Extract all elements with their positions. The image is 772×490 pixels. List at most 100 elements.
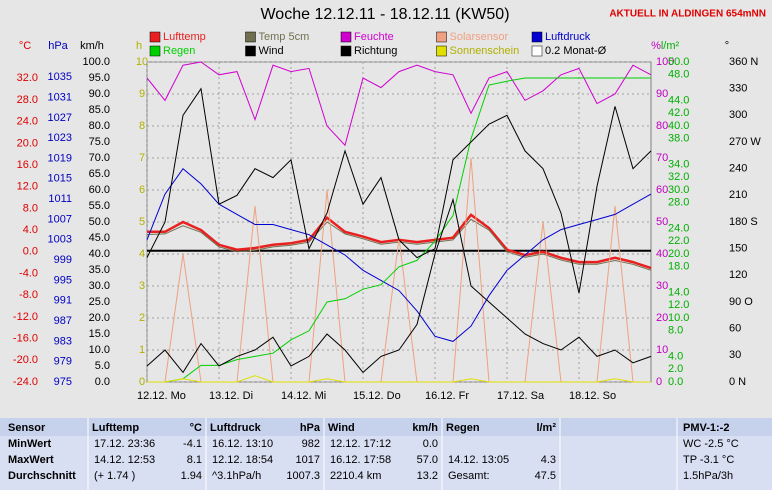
cell-detail: 14.12. 13:05 (448, 454, 509, 466)
cell-detail: 2210.4 km (330, 470, 381, 482)
y-tick-label: 10 (656, 344, 668, 356)
legend-label: Regen (163, 45, 195, 57)
y-tick-label: 4.0 (668, 350, 683, 362)
y-tick-label: 40.0 (89, 248, 110, 260)
legend-label: 0.2 Monat-Ø (545, 45, 607, 57)
y-tick-label: 48.0 (668, 69, 689, 81)
y-tick-label: 30.0 (668, 184, 689, 196)
y-tick-label: 90 (656, 88, 668, 100)
y-tick-label: 150 (729, 243, 747, 255)
cell-value: -4.1 (183, 438, 202, 450)
y-tick-label: 10 (136, 56, 148, 68)
cell-value: 8.1 (187, 454, 202, 466)
cell-value: 1017 (296, 454, 320, 466)
y-tick-label: 995 (54, 274, 72, 286)
chart-title: Woche 12.12.11 - 18.12.11 (KW50) (260, 6, 509, 23)
y-tick-label: 1023 (48, 132, 72, 144)
row-label: MinWert (8, 438, 52, 450)
legend-swatch (340, 45, 352, 57)
cell-detail: (+ 1.74 ) (94, 470, 135, 482)
y-tick-label: 979 (54, 356, 72, 368)
y-tick-label: 1031 (48, 91, 72, 103)
legend-swatch (531, 45, 543, 57)
y-tick-label: -20.0 (13, 354, 38, 366)
cell-detail: 14.12. 12:53 (94, 454, 155, 466)
y-tick-label: 100 (656, 56, 674, 68)
y-tick-label: 65.0 (89, 168, 110, 180)
cell-detail: 12.12. 18:54 (212, 454, 273, 466)
y-tick-label: 270 W (729, 136, 761, 148)
y-tick-label: 38.0 (668, 133, 689, 145)
y-tick-label: 300 (729, 109, 747, 121)
y-tick-label: 50.0 (89, 216, 110, 228)
axis-header: l/m² (661, 40, 680, 52)
y-tick-label: 40.0 (668, 120, 689, 132)
legend-swatch (340, 31, 352, 43)
cell-detail: ^3.1hPa/h (212, 470, 261, 482)
y-tick-label: 6 (139, 184, 145, 196)
cell-value: 4.3 (541, 454, 556, 466)
y-tick-label: 60.0 (89, 184, 110, 196)
x-tick-label: 16.12. Fr (425, 390, 469, 402)
y-tick-label: 8.0 (23, 202, 38, 214)
legend-swatch (149, 31, 161, 43)
series-line (146, 87, 652, 294)
cell-detail: 17.12. 23:36 (94, 438, 155, 450)
y-tick-label: 50 (656, 216, 668, 228)
y-tick-label: 360 N (729, 56, 758, 68)
y-tick-label: 44.0 (668, 94, 689, 106)
legend-label: Richtung (354, 45, 397, 57)
cell-detail: 16.12. 17:58 (330, 454, 391, 466)
y-tick-label: 15.0 (89, 328, 110, 340)
y-tick-label: 991 (54, 295, 72, 307)
series-line (146, 197, 652, 374)
series-line (146, 167, 652, 342)
y-tick-label: 70 (656, 152, 668, 164)
column-unit: km/h (412, 422, 438, 434)
cell-value: 982 (302, 438, 320, 450)
column-unit: hPa (300, 422, 321, 434)
y-tick-label: 0 (139, 376, 145, 388)
cell-detail: 16.12. 13:10 (212, 438, 273, 450)
cell-value: 13.2 (417, 470, 438, 482)
y-tick-label: 1003 (48, 234, 72, 246)
y-tick-label: 90.0 (89, 88, 110, 100)
x-tick-label: 12.12. Mo (137, 390, 186, 402)
cell-detail: Gesamt: (448, 470, 490, 482)
y-tick-label: 2.0 (668, 363, 683, 375)
y-tick-label: 5 (139, 216, 145, 228)
y-tick-label: -12.0 (13, 311, 38, 323)
y-tick-label: 10.0 (89, 344, 110, 356)
pmv-line: WC -2.5 °C (683, 438, 739, 450)
location-note: AKTUELL IN ALDINGEN 654mNN (609, 9, 766, 20)
y-tick-label: 8 (139, 120, 145, 132)
series-line (146, 218, 652, 271)
column-header: Lufttemp (92, 422, 139, 434)
y-tick-label: 14.0 (668, 286, 689, 298)
axis-header: ° (725, 40, 729, 52)
y-tick-label: -16.0 (13, 333, 38, 345)
legend-swatch (436, 45, 447, 57)
legend-label: Sonnenschein (450, 45, 520, 57)
y-tick-label: 12.0 (17, 181, 38, 193)
legend-label: Feuchte (354, 31, 394, 43)
y-tick-label: 2 (139, 312, 145, 324)
y-tick-label: 5.0 (95, 360, 110, 372)
x-tick-label: 13.12. Di (209, 390, 253, 402)
y-tick-label: 20.0 (668, 248, 689, 260)
y-tick-label: 30 (656, 280, 668, 292)
column-header: Regen (446, 422, 480, 434)
y-tick-label: 1019 (48, 152, 72, 164)
y-tick-label: 0.0 (668, 376, 683, 388)
series-line (147, 77, 651, 383)
y-tick-label: 20 (656, 312, 668, 324)
y-tick-label: 120 (729, 269, 747, 281)
y-tick-label: 35.0 (89, 264, 110, 276)
y-tick-label: 30 (729, 349, 741, 361)
y-tick-label: 85.0 (89, 104, 110, 116)
x-tick-label: 18.12. So (569, 390, 616, 402)
cell-detail: 12.12. 17:12 (330, 438, 391, 450)
y-tick-label: 34.0 (668, 158, 689, 170)
y-tick-label: 0.0 (95, 376, 110, 388)
